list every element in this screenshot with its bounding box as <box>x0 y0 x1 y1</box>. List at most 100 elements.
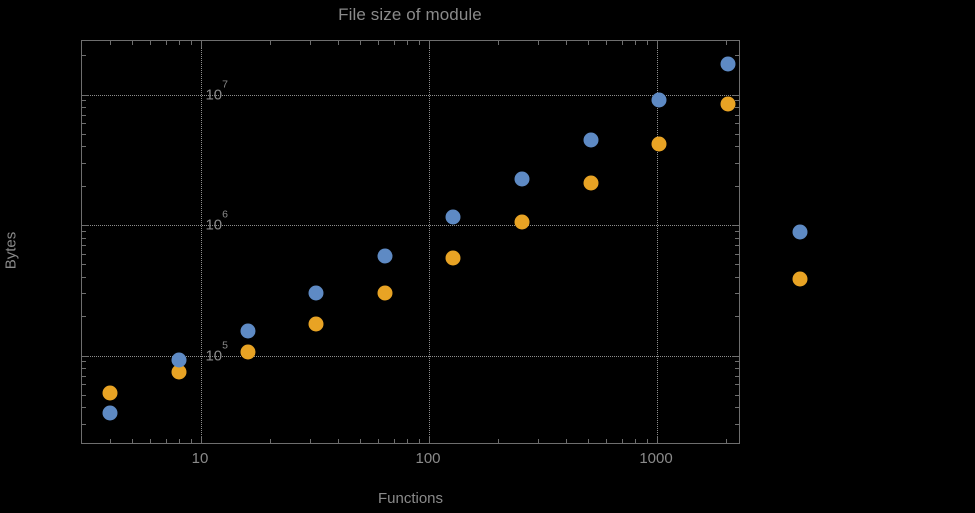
y-axis-minor-tick <box>82 264 86 266</box>
y-axis-minor-tick-right <box>735 423 739 425</box>
x-axis-minor-tick-top <box>269 41 271 45</box>
x-axis-minor-tick-top <box>621 41 623 45</box>
data-point <box>583 175 599 191</box>
x-axis-minor-tick-top <box>588 41 590 45</box>
y-tick-exponent: 5 <box>222 339 228 352</box>
y-axis-minor-tick-right <box>735 384 739 386</box>
y-axis-minor-tick <box>82 375 86 377</box>
x-axis-minor-tick-top <box>309 41 311 45</box>
y-axis-minor-tick <box>82 114 86 116</box>
x-axis-minor-tick-top <box>178 41 180 45</box>
gridline-vertical <box>657 41 658 443</box>
y-axis-minor-tick-right <box>735 237 739 239</box>
x-axis-minor-tick-top <box>150 41 152 45</box>
y-axis-minor-tick <box>82 316 86 318</box>
x-axis-minor-tick <box>190 439 192 443</box>
y-axis-minor-tick-right <box>735 162 739 164</box>
x-axis-minor-tick <box>537 439 539 443</box>
gridline-vertical <box>429 41 430 443</box>
x-axis-minor-tick-top <box>338 41 340 45</box>
y-axis-major-tick-right <box>732 225 739 226</box>
x-axis-minor-tick-top <box>725 41 727 45</box>
x-axis-minor-tick-top <box>110 41 112 45</box>
y-axis-major-tick-right <box>732 355 739 357</box>
x-axis-minor-tick <box>378 439 380 443</box>
data-point <box>377 285 393 301</box>
y-axis-minor-tick-right <box>735 276 739 278</box>
x-axis-minor-tick <box>178 439 180 443</box>
y-axis-minor-tick-right <box>735 407 739 409</box>
y-axis-minor-tick-right <box>735 123 739 125</box>
x-axis-minor-tick <box>309 439 311 443</box>
data-point <box>583 132 599 148</box>
x-axis-major-tick <box>657 436 658 443</box>
x-axis-minor-tick-top <box>497 41 499 45</box>
x-axis-major-tick-top <box>429 41 430 48</box>
x-axis-minor-tick-top <box>646 41 648 45</box>
data-point-outside-frame <box>792 271 808 287</box>
y-axis-minor-tick <box>82 245 86 247</box>
data-point <box>171 364 187 380</box>
data-point <box>102 405 118 421</box>
x-axis-major-tick-top <box>657 41 658 48</box>
x-axis-minor-tick <box>606 439 608 443</box>
y-axis-minor-tick <box>82 423 86 425</box>
data-point <box>308 285 324 301</box>
x-axis-minor-tick <box>621 439 623 443</box>
x-axis-minor-tick <box>269 439 271 443</box>
gridline-horizontal <box>82 225 739 226</box>
data-point <box>445 209 461 225</box>
x-axis-minor-tick <box>360 439 362 443</box>
y-axis-minor-tick <box>82 146 86 148</box>
y-axis-minor-tick-right <box>735 146 739 148</box>
data-point <box>171 352 187 368</box>
y-axis-major-tick <box>82 94 89 96</box>
y-axis-minor-tick-right <box>735 394 739 396</box>
y-axis-minor-tick <box>82 368 86 370</box>
x-axis-minor-tick-top <box>418 41 420 45</box>
y-axis-minor-tick-right <box>735 133 739 135</box>
y-axis-minor-tick <box>82 162 86 164</box>
x-axis-minor-tick <box>150 439 152 443</box>
x-axis-minor-tick <box>393 439 395 443</box>
y-axis-minor-tick <box>82 276 86 278</box>
x-axis-minor-tick-top <box>406 41 408 45</box>
y-axis-minor-tick <box>82 394 86 396</box>
x-axis-minor-tick <box>566 439 568 443</box>
y-tick-exponent: 6 <box>222 208 228 221</box>
x-axis-minor-tick-top <box>606 41 608 45</box>
data-point <box>514 171 530 187</box>
y-axis-minor-tick-right <box>735 264 739 266</box>
x-axis-tick-label: 1000 <box>639 450 673 467</box>
y-axis-minor-tick <box>82 123 86 125</box>
y-axis-minor-tick <box>82 107 86 109</box>
y-axis-minor-tick-right <box>735 293 739 295</box>
data-point <box>651 92 667 108</box>
x-axis-minor-tick-top <box>360 41 362 45</box>
data-point <box>377 248 393 264</box>
x-axis-tick-label: 10 <box>191 450 209 467</box>
x-axis-minor-tick-top <box>634 41 636 45</box>
x-axis-minor-tick <box>418 439 420 443</box>
y-axis-major-tick <box>82 355 89 357</box>
y-axis-major-tick-right <box>732 94 739 96</box>
x-axis-minor-tick-top <box>393 41 395 45</box>
x-axis-major-tick <box>201 436 202 443</box>
y-axis-minor-tick-right <box>735 316 739 318</box>
x-axis-minor-tick <box>110 439 112 443</box>
y-axis-minor-tick-right <box>735 368 739 370</box>
y-axis-minor-tick <box>82 237 86 239</box>
y-axis-minor-tick-right <box>735 361 739 363</box>
x-axis-minor-tick <box>646 439 648 443</box>
y-axis-major-tick <box>82 225 89 226</box>
plot-frame <box>81 40 740 444</box>
y-axis-minor-tick <box>82 133 86 135</box>
x-axis-minor-tick <box>725 439 727 443</box>
y-axis-minor-tick-right <box>735 185 739 187</box>
gridline-horizontal <box>82 355 739 357</box>
y-axis-minor-tick-right <box>735 55 739 57</box>
y-axis-minor-tick <box>82 55 86 57</box>
x-axis-minor-tick <box>588 439 590 443</box>
x-axis-minor-tick-top <box>165 41 167 45</box>
